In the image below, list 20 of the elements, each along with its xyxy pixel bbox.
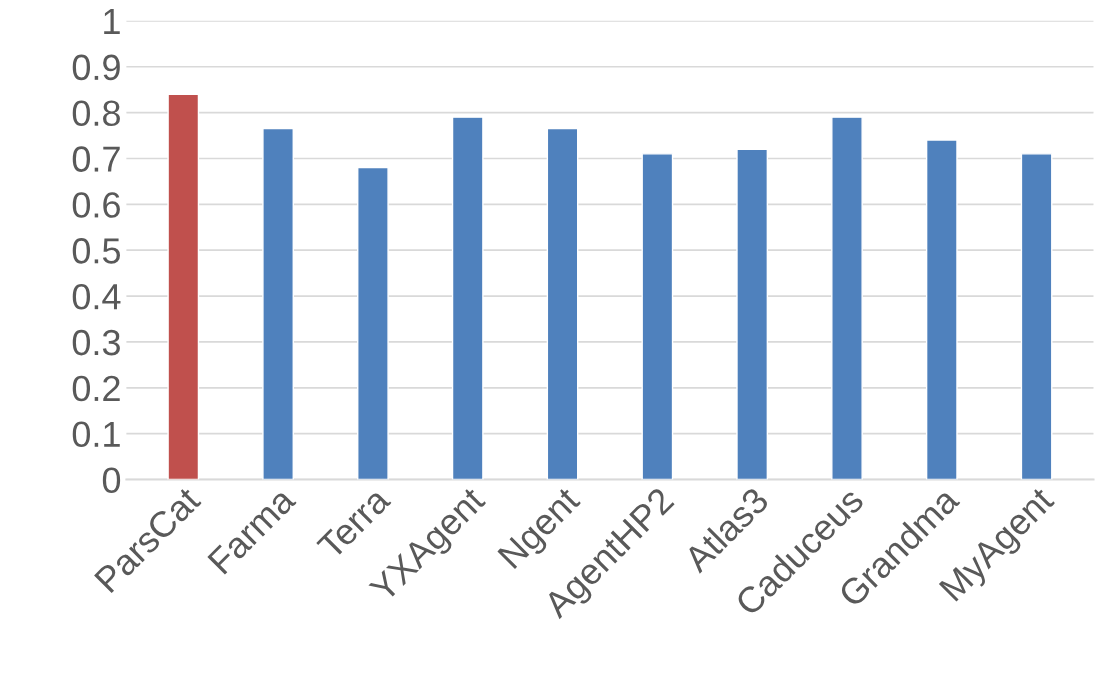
- y-tick-label: 0.9: [72, 54, 120, 81]
- bar: [925, 139, 958, 480]
- y-tick-label: 0.5: [72, 238, 121, 264]
- bar: [262, 127, 294, 480]
- y-tick-label: 0.7: [72, 146, 120, 172]
- y-tick-label: 0.3: [72, 329, 120, 356]
- y-tick-label: 0.2: [72, 375, 120, 402]
- bar: [641, 153, 674, 480]
- bar: [167, 93, 200, 480]
- bar: [546, 127, 579, 480]
- bar: [451, 116, 484, 480]
- bar: [1020, 153, 1053, 480]
- bar: [831, 116, 863, 480]
- y-tick-label: 0.6: [72, 192, 120, 218]
- y-tick-label: 0.1: [72, 421, 120, 448]
- y-tick-label: 0.4: [72, 283, 121, 310]
- y-tick-label: 1: [104, 9, 120, 34]
- y-tick-label: 0.8: [72, 100, 120, 127]
- bar: [357, 166, 389, 480]
- bar: [736, 148, 769, 480]
